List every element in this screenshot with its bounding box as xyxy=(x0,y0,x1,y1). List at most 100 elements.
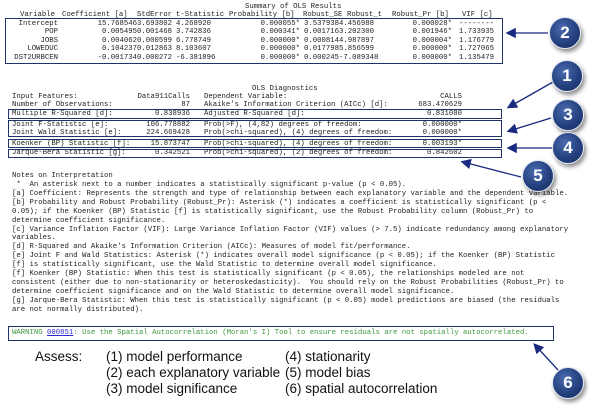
note-line: [c] Variance Inflation Factor (VIF): Lar… xyxy=(12,225,569,234)
notes-title: Notes on Interpretation xyxy=(12,172,113,180)
diagnostic-value: 0.838936 xyxy=(154,110,190,118)
regression-highlight-box xyxy=(5,18,503,64)
diagnostic-value: 106.778882 xyxy=(146,121,190,129)
callout-5: 5 xyxy=(522,160,554,192)
assess-item: (4) stationarity xyxy=(285,349,371,364)
diagnostic-label: Joint Wald Statistic [e]: xyxy=(12,129,122,137)
cell-robust-t: 4.987897 xyxy=(339,36,375,45)
diagnostic-label: Dependent Variable: xyxy=(204,93,288,101)
note-line: variables. xyxy=(12,234,56,243)
warning-text: : Use the Spatial Autocorrelation (Moran… xyxy=(73,329,529,337)
cell-robust-pr: 0.000000* xyxy=(412,53,452,62)
assess-item: (6) spatial autocorrelation xyxy=(285,381,438,396)
note-line: [e] Joint F and Wald Statistics: Asteris… xyxy=(12,252,555,261)
warning-message: WARNING 000851: Use the Spatial Autocorr… xyxy=(8,326,554,341)
assess-item: (1) model performance xyxy=(106,349,243,364)
column-header: Probability [b] xyxy=(229,11,295,19)
cell-prob: 0.000341* xyxy=(260,28,300,37)
cell-robust-se: 0.001716 xyxy=(303,28,339,37)
assess-item: (2) each explanatory variable xyxy=(106,365,281,380)
column-header: Robust_t xyxy=(347,11,383,19)
cell-robust-pr: 0.000028* xyxy=(412,20,452,28)
column-header: Variable xyxy=(20,11,56,19)
note-line: consistent (either due to non-stationari… xyxy=(12,278,564,287)
note-line: 0.05); if the Koenker (BP) Statistic [f]… xyxy=(12,207,534,216)
diagnostic-value: 0.003193* xyxy=(422,140,462,148)
column-header: VIF [c] xyxy=(462,11,493,19)
cell-stderror: 0.001468 xyxy=(136,28,172,37)
column-header: Robust_Pr [b] xyxy=(392,11,449,19)
cell-robust-se: 0.017798 xyxy=(303,45,339,54)
arrow-3 xyxy=(506,117,552,134)
cell-robust-pr: 0.001946* xyxy=(412,28,452,37)
assess-item: (3) model significance xyxy=(106,381,238,396)
cell-stderror: 0.012863 xyxy=(136,45,172,54)
warning-code-link[interactable]: 000851 xyxy=(47,329,74,337)
note-line: determine coefficient significance and o… xyxy=(12,287,455,296)
diagnostic-label: Number of Observations: xyxy=(12,101,113,109)
arrow-1 xyxy=(506,81,554,109)
arrow-6 xyxy=(533,343,559,371)
cell-t: 3.742836 xyxy=(176,28,212,37)
cell-robust-pr: 0.000004* xyxy=(412,36,452,45)
arrow-5 xyxy=(460,158,522,178)
diagnostics-title: OLS Diagnostics xyxy=(252,85,318,93)
cell-prob: 0.000000* xyxy=(260,45,300,54)
column-header: Robust_SE xyxy=(303,11,343,19)
jarque-bera-box xyxy=(8,149,502,158)
joint-statistics-box xyxy=(8,120,502,137)
diagnostic-value: 0.842602 xyxy=(426,149,462,157)
diagnostic-value: 0.342521 xyxy=(154,149,190,157)
cell-stderror: 0.000272 xyxy=(136,53,172,62)
diagnostic-label: Input Features: xyxy=(12,93,78,101)
cell-robust-se: 3.537938 xyxy=(303,20,339,28)
cell-coefficient: 0.004062 xyxy=(101,36,137,45)
diagnostic-value: 683.470629 xyxy=(418,101,462,109)
warning-prefix: WARNING xyxy=(12,329,48,337)
cell-prob: 0.000055* xyxy=(260,20,300,28)
diagnostic-value: 87 xyxy=(181,101,190,109)
diagnostic-label: Prob(>chi-squared), (2) degrees of freed… xyxy=(204,149,393,157)
diagnostic-value: Data911Calls xyxy=(137,93,190,101)
diagnostic-value: 0.831080 xyxy=(426,110,462,118)
cell-vif: 1.733935 xyxy=(458,28,494,37)
cell-robust-pr: 0.000000* xyxy=(412,45,452,54)
note-line: [f] Koenker (BP) Statistic: When this te… xyxy=(12,270,525,278)
cell-variable: POP xyxy=(44,28,58,37)
diagnostic-label: Koenker (BP) Statistic [f]: xyxy=(12,140,131,148)
callout-1: 1 xyxy=(551,60,583,92)
cell-robust-se: 0.000245 xyxy=(303,53,339,62)
note-line: [g] Jarque-Bera Statistic: When this tes… xyxy=(12,296,560,305)
regression-title: Summary of OLS Results xyxy=(245,3,342,11)
cell-stderror: 3.693802 xyxy=(136,20,172,28)
column-header: StdError xyxy=(137,11,173,19)
cell-robust-t: 5.856599 xyxy=(339,45,375,54)
cell-robust-se: 0.000814 xyxy=(303,36,339,45)
cell-vif: 1.176779 xyxy=(458,36,494,45)
diagnostic-value: 224.669428 xyxy=(146,129,190,137)
callout-6: 6 xyxy=(552,367,584,399)
cell-vif: -------- xyxy=(458,20,494,28)
column-header: t-Statistic xyxy=(176,11,225,19)
koenker-box xyxy=(8,139,502,148)
cell-vif: 1.135479 xyxy=(458,53,494,62)
cell-t: 4.268920 xyxy=(176,20,212,28)
note-line: * An asterisk next to a number indicates… xyxy=(12,181,407,189)
callout-4: 4 xyxy=(552,132,584,164)
cell-t: 6.778749 xyxy=(176,36,212,45)
cell-robust-t: 3.202300 xyxy=(339,28,375,37)
note-line: [b] Probability and Robust Probability (… xyxy=(12,198,547,207)
cell-variable: JOBS xyxy=(40,36,58,45)
assess-item: (5) model bias xyxy=(285,365,371,380)
cell-coefficient: 15.768546 xyxy=(97,20,137,28)
assess-label: Assess: xyxy=(35,349,83,364)
cell-stderror: 0.000599 xyxy=(136,36,172,45)
cell-prob: 0.000000* xyxy=(260,36,300,45)
callout-2: 2 xyxy=(549,17,581,49)
diagnostic-label: Adjusted R-Squared [d]: xyxy=(204,110,305,118)
cell-prob: 0.000000* xyxy=(260,53,300,62)
cell-variable: Intercept xyxy=(18,20,58,28)
diagnostic-value: 15.873747 xyxy=(150,140,190,148)
